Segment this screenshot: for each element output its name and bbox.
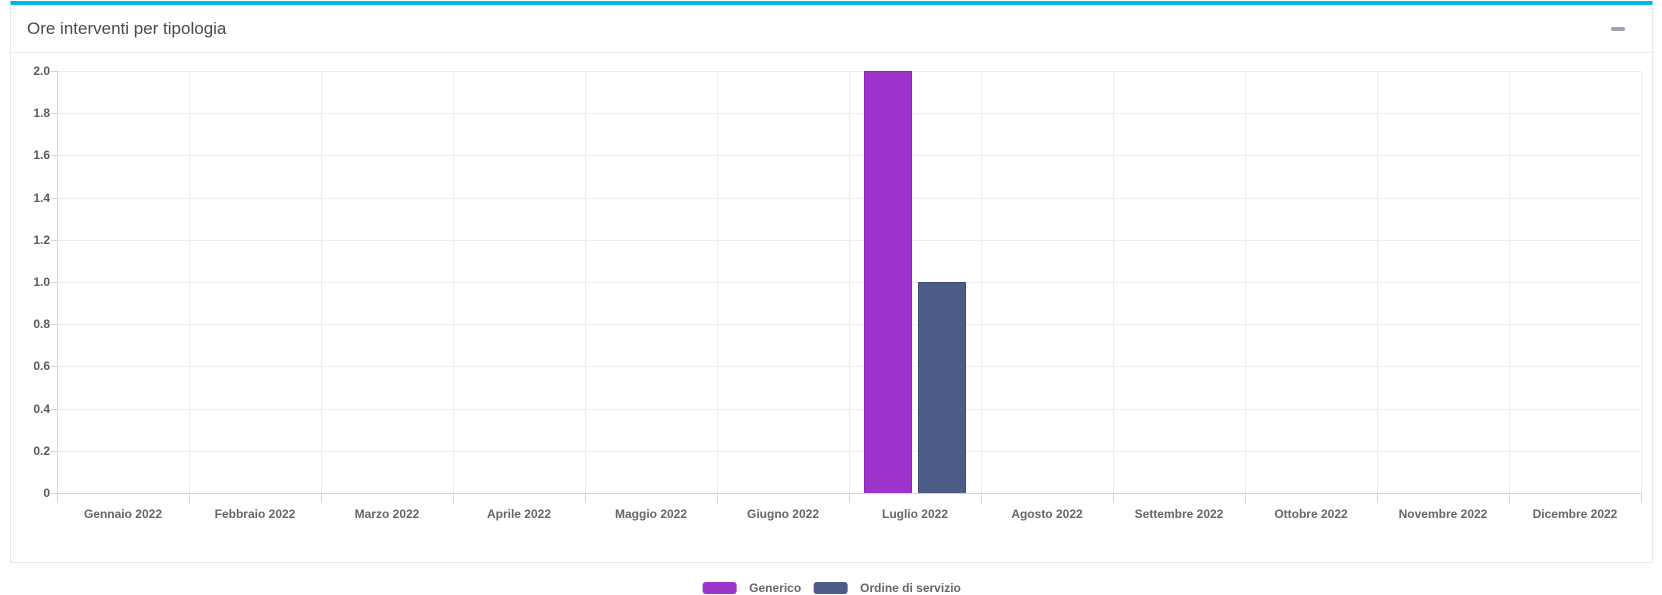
x-axis-tick	[717, 493, 718, 503]
v-gridline	[981, 71, 982, 493]
x-axis-label: Febbraio 2022	[214, 507, 296, 521]
y-axis-label: 0.6	[33, 359, 50, 374]
x-axis-label: Agosto 2022	[1011, 507, 1083, 521]
v-gridline	[1377, 71, 1378, 493]
y-axis-label: 0.2	[33, 443, 50, 458]
legend-swatch	[702, 582, 737, 594]
y-axis-tick	[51, 493, 57, 494]
x-axis-tick	[849, 493, 850, 503]
y-axis-tick	[51, 155, 57, 157]
x-axis-tick	[1509, 493, 1510, 503]
x-axis-label: Aprile 2022	[486, 507, 552, 521]
y-axis-line	[57, 71, 58, 493]
x-axis-label: Gennaio 2022	[83, 507, 163, 521]
v-gridline	[1245, 71, 1246, 493]
x-axis-tick	[453, 493, 454, 503]
chart-legend: Generico Ordine di servizio	[702, 581, 961, 595]
bar-chart: 2.0 1.8 1.6 1.4 1.2 1.0 0.8 0.6 0.4 0.2 0 Gennaio …	[11, 53, 1652, 595]
v-gridline	[189, 71, 190, 493]
y-axis-label: 0.8	[33, 317, 50, 332]
y-axis-tick	[51, 282, 57, 283]
x-axis-tick	[585, 493, 586, 503]
y-axis-tick	[51, 408, 57, 410]
y-axis-tick	[51, 239, 57, 241]
x-axis-tick	[1245, 493, 1246, 503]
panel-ore-interventi: Ore interventi per tipologia 2.0 1.8 1.6 1.…	[10, 1, 1653, 595]
y-axis-tick	[51, 450, 57, 452]
x-axis-tick	[189, 493, 190, 503]
x-axis-tick	[1113, 493, 1114, 503]
y-axis-label: 1.8	[33, 106, 50, 121]
y-axis-label: 2.0	[33, 64, 50, 78]
y-axis-tick	[51, 366, 57, 368]
x-axis-tick	[981, 493, 982, 503]
v-gridline	[717, 71, 718, 493]
y-axis-label: 1.0	[33, 275, 50, 289]
minus-icon	[1611, 26, 1625, 31]
y-axis-label: 0.4	[33, 401, 50, 416]
v-gridline	[1641, 71, 1642, 493]
y-axis-tick	[51, 71, 57, 72]
y-axis-label: 1.6	[33, 148, 50, 163]
legend-item[interactable]: Generico	[702, 581, 801, 595]
legend-swatch	[813, 582, 848, 594]
x-axis-tick	[1377, 493, 1378, 503]
y-axis-tick	[51, 113, 57, 115]
x-axis-tick	[57, 493, 58, 503]
bar-ordine-di-servizio[interactable]	[918, 282, 966, 493]
y-axis-label: 1.4	[33, 190, 50, 205]
x-axis-label: Dicembre 2022	[1532, 507, 1618, 521]
x-axis-label: Giugno 2022	[746, 507, 820, 521]
y-axis-label: 0	[43, 486, 50, 500]
x-axis-label: Marzo 2022	[354, 507, 420, 521]
collapse-button[interactable]	[1608, 19, 1628, 39]
chart-plot-area	[57, 71, 1642, 494]
x-axis-label: Ottobre 2022	[1274, 507, 1348, 521]
x-axis-tick	[321, 493, 322, 503]
x-axis-label: Novembre 2022	[1398, 507, 1488, 521]
v-gridline	[1113, 71, 1114, 493]
v-gridline	[849, 71, 850, 493]
legend-label: Ordine di servizio	[860, 581, 961, 595]
legend-item[interactable]: Ordine di servizio	[813, 581, 961, 595]
x-axis-label: Maggio 2022	[614, 507, 688, 521]
x-axis-label: Luglio 2022	[881, 507, 949, 521]
v-gridline	[453, 71, 454, 493]
bar-generico[interactable]	[864, 71, 912, 493]
panel-header: Ore interventi per tipologia	[11, 5, 1652, 53]
legend-label: Generico	[749, 581, 802, 595]
v-gridline	[321, 71, 322, 493]
x-axis-label: Settembre 2022	[1134, 507, 1224, 521]
x-axis-tick	[1641, 493, 1642, 503]
v-gridline	[1509, 71, 1510, 493]
y-axis-tick	[51, 197, 57, 199]
y-axis-label: 1.2	[33, 232, 50, 247]
y-axis-tick	[51, 324, 57, 326]
panel-title: Ore interventi per tipologia	[27, 18, 227, 38]
v-gridline	[585, 71, 586, 493]
